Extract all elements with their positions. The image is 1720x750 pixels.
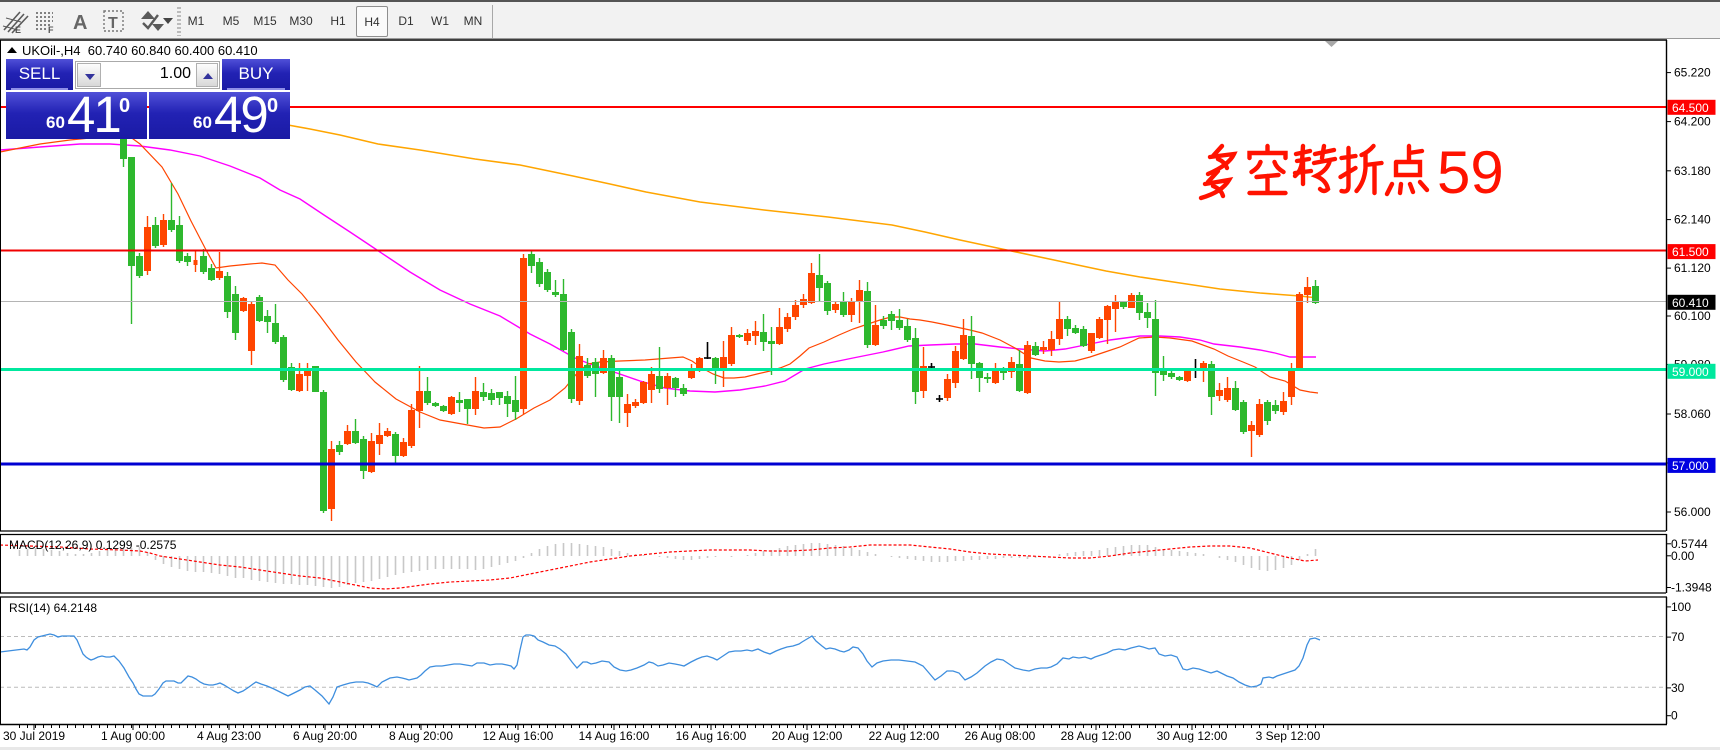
svg-text:MACD(12,26,9) 0.1299 -0.2575: MACD(12,26,9) 0.1299 -0.2575 <box>9 538 177 552</box>
svg-text:16 Aug 16:00: 16 Aug 16:00 <box>676 729 747 743</box>
svg-text:62.140: 62.140 <box>1674 213 1711 227</box>
svg-text:56.000: 56.000 <box>1674 505 1711 519</box>
svg-text:8 Aug 20:00: 8 Aug 20:00 <box>389 729 453 743</box>
svg-text:20 Aug 12:00: 20 Aug 12:00 <box>772 729 843 743</box>
svg-text:58.060: 58.060 <box>1674 407 1711 421</box>
svg-text:1 Aug 00:00: 1 Aug 00:00 <box>101 729 165 743</box>
svg-text:0.5744: 0.5744 <box>1671 537 1708 551</box>
svg-text:70: 70 <box>1671 630 1685 644</box>
svg-text:22 Aug 12:00: 22 Aug 12:00 <box>869 729 940 743</box>
svg-text:6 Aug 20:00: 6 Aug 20:00 <box>293 729 357 743</box>
svg-text:RSI(14) 64.2148: RSI(14) 64.2148 <box>9 601 97 615</box>
svg-text:F: F <box>48 25 54 35</box>
svg-text:0: 0 <box>1671 709 1678 723</box>
svg-text:60.100: 60.100 <box>1674 309 1711 323</box>
svg-text:E: E <box>15 25 21 35</box>
svg-text:61.500: 61.500 <box>1672 245 1709 259</box>
svg-text:30 Jul 2019: 30 Jul 2019 <box>3 729 65 743</box>
svg-text:3 Sep 12:00: 3 Sep 12:00 <box>1256 729 1321 743</box>
svg-text:28 Aug 12:00: 28 Aug 12:00 <box>1061 729 1132 743</box>
svg-text:60.410: 60.410 <box>1672 296 1709 310</box>
svg-text:26 Aug 08:00: 26 Aug 08:00 <box>965 729 1036 743</box>
svg-text:-1.3948: -1.3948 <box>1671 581 1712 595</box>
svg-text:4 Aug 23:00: 4 Aug 23:00 <box>197 729 261 743</box>
svg-text:57.000: 57.000 <box>1672 459 1709 473</box>
svg-text:61.120: 61.120 <box>1674 261 1711 275</box>
svg-text:12 Aug 16:00: 12 Aug 16:00 <box>483 729 554 743</box>
svg-text:64.500: 64.500 <box>1672 101 1709 115</box>
svg-text:T: T <box>108 15 118 32</box>
svg-text:100: 100 <box>1671 600 1691 614</box>
svg-text:65.220: 65.220 <box>1674 66 1711 80</box>
svg-text:63.180: 63.180 <box>1674 164 1711 178</box>
svg-text:59: 59 <box>1437 139 1504 206</box>
svg-text:59.000: 59.000 <box>1672 365 1709 379</box>
svg-text:A: A <box>73 12 87 34</box>
svg-text:14 Aug 16:00: 14 Aug 16:00 <box>579 729 650 743</box>
svg-text:30: 30 <box>1671 681 1685 695</box>
svg-text:64.200: 64.200 <box>1674 115 1711 129</box>
svg-text:30 Aug 12:00: 30 Aug 12:00 <box>1157 729 1228 743</box>
svg-text:0.00: 0.00 <box>1671 549 1695 563</box>
